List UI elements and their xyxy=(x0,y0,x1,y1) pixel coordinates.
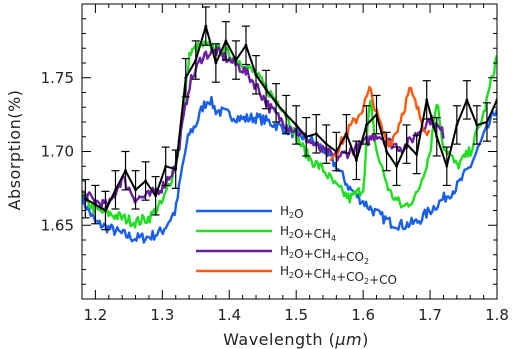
x-axis-label: Wavelength (μm) xyxy=(223,330,369,349)
legend-subscript: 2 xyxy=(289,211,294,220)
x-tick-label: 1.5 xyxy=(284,306,308,324)
legend-subscript: 2 xyxy=(289,231,294,240)
legend-subscript: 2 xyxy=(289,251,294,260)
legend-text: H xyxy=(280,204,289,218)
y-tick-label: 1.70 xyxy=(41,143,74,161)
legend-subscript: 4 xyxy=(331,274,336,283)
legend-subscript: 2 xyxy=(289,271,294,280)
x-axis-label-prefix: Wavelength ( xyxy=(223,330,335,349)
legend-text: O+CH xyxy=(294,247,331,261)
legend-label: H2O xyxy=(280,204,304,221)
legend-subscript: 4 xyxy=(331,254,336,263)
legend-label: H2O+CH4+CO2+CO xyxy=(280,264,397,287)
x-axis-label-unit: μm xyxy=(334,330,362,349)
legend-text: H xyxy=(280,244,289,258)
legend-text: +CO xyxy=(336,270,364,284)
legend-text: O xyxy=(294,207,303,221)
x-axis-label-suffix: ) xyxy=(362,330,369,349)
x-tick-label: 1.8 xyxy=(485,306,509,324)
observed-line xyxy=(84,25,497,212)
legend-label: H2O+CH4 xyxy=(280,224,336,243)
legend-text: O+CH xyxy=(294,227,331,241)
x-tick-label: 1.7 xyxy=(418,306,442,324)
axes: 1.2 1.3 1.4 1.5 1.6 1.7 1.8 1.65 1.70 1.75 xyxy=(41,3,509,324)
y-axis-label: Absorption(%) xyxy=(5,90,24,211)
legend-subscript: 2 xyxy=(364,257,369,266)
legend-text: H xyxy=(280,224,289,238)
observed-data xyxy=(82,6,497,231)
x-tick-label: 1.4 xyxy=(217,306,241,324)
legend-text: +CO xyxy=(369,273,397,287)
legend-text: H xyxy=(280,264,289,278)
y-tick-label: 1.75 xyxy=(41,69,74,87)
legend-text: O+CH xyxy=(294,267,331,281)
legend-label: H2O+CH4+CO2 xyxy=(280,244,369,266)
y-tick-label: 1.65 xyxy=(41,216,74,234)
legend-subscript: 4 xyxy=(331,234,336,243)
legend-text: +CO xyxy=(336,250,364,264)
legend-subscript: 2 xyxy=(364,277,369,286)
plot-area xyxy=(82,6,497,244)
x-tick-label: 1.2 xyxy=(83,306,107,324)
x-tick-label: 1.6 xyxy=(351,306,375,324)
x-tick-label: 1.3 xyxy=(150,306,174,324)
